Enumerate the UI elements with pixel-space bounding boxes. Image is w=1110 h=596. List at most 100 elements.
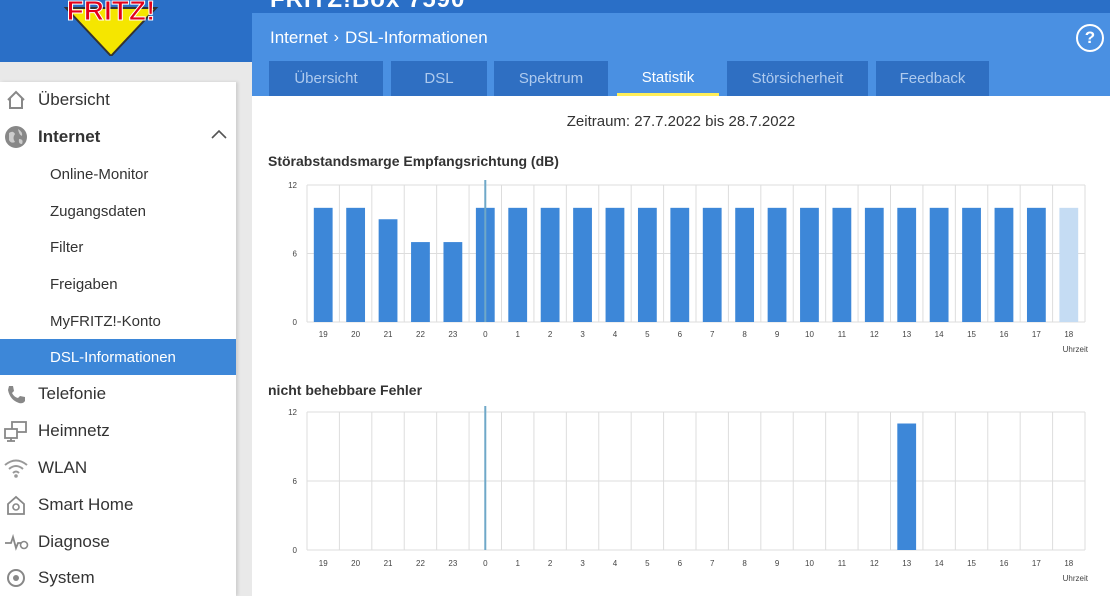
sidebar-item-smart-home[interactable]: Smart Home	[0, 491, 236, 519]
x-tick-label: 22	[416, 559, 425, 568]
tab-uebersicht[interactable]: Übersicht	[269, 61, 383, 96]
bar	[897, 207, 917, 322]
x-tick-label: 23	[448, 559, 457, 568]
bar	[508, 207, 528, 322]
x-tick-label: 0	[483, 330, 488, 339]
globe-icon	[2, 123, 30, 151]
sidebar-item-wlan[interactable]: WLAN	[0, 454, 236, 482]
x-tick-label: 17	[1032, 330, 1041, 339]
x-tick-label: 12	[870, 330, 879, 339]
network-icon	[2, 417, 30, 445]
sidebar-gap	[0, 62, 252, 82]
fritz-logo[interactable]: FRITZ!	[52, 0, 170, 56]
sidebar-subitem-dsl-informationen[interactable]: DSL-Informationen	[0, 339, 236, 375]
x-tick-label: 14	[935, 559, 944, 568]
sidebar-item-diagnose[interactable]: Diagnose	[0, 528, 236, 556]
bar	[313, 207, 333, 322]
x-tick-label: 10	[805, 559, 814, 568]
sidebar-shadow-area	[236, 62, 252, 596]
y-tick-label: 6	[293, 477, 298, 486]
sidebar-subitem-zugangsdaten[interactable]: Zugangsdaten	[0, 193, 236, 229]
bar	[573, 207, 592, 322]
x-tick-label: 1	[515, 559, 520, 568]
zeitraum-label: Zeitraum: 27.7.2022 bis 28.7.2022	[566, 113, 796, 130]
bar	[897, 423, 917, 550]
x-tick-label: 5	[645, 559, 650, 568]
bar	[767, 207, 787, 322]
x-tick-label: 15	[967, 559, 976, 568]
bar	[929, 207, 949, 322]
x-tick-label: 18	[1064, 330, 1073, 339]
x-tick-label: 21	[384, 330, 393, 339]
subitem-label: MyFRITZ!-Konto	[50, 312, 161, 330]
tab-feedback[interactable]: Feedback	[876, 61, 989, 96]
x-tick-label: 4	[613, 330, 618, 339]
sidebar-item-internet[interactable]: Internet	[0, 122, 236, 152]
sidebar-item-telefonie[interactable]: Telefonie	[0, 380, 236, 408]
bar	[800, 207, 819, 322]
breadcrumb-section[interactable]: Internet	[270, 28, 328, 47]
help-icon[interactable]: ?	[1076, 24, 1104, 52]
x-tick-label: 6	[678, 559, 683, 568]
x-tick-label: 14	[935, 330, 944, 339]
device-title: FRITZ!Box 7590	[270, 0, 465, 14]
sidebar-subitem-freigaben[interactable]: Freigaben	[0, 266, 236, 302]
x-tick-label: 17	[1032, 559, 1041, 568]
bar	[605, 207, 625, 322]
tab-statistik[interactable]: Statistik	[617, 61, 719, 96]
bar	[832, 207, 852, 322]
x-tick-label: 23	[448, 330, 457, 339]
x-tick-label: 2	[548, 559, 553, 568]
x-tick-label: 9	[775, 559, 780, 568]
bar	[1026, 207, 1046, 322]
x-tick-label: 21	[384, 559, 393, 568]
bar	[443, 242, 463, 322]
x-tick-label: 6	[678, 330, 683, 339]
sidebar-subitem-filter[interactable]: Filter	[0, 229, 236, 265]
x-tick-label: 8	[742, 330, 747, 339]
x-tick-label: 15	[967, 330, 976, 339]
top-bar	[252, 0, 1110, 13]
chart-title-snr: Störabstandsmarge Empfangsrichtung (dB)	[268, 153, 559, 169]
bar	[994, 207, 1014, 322]
sidebar-item-system[interactable]: System	[0, 564, 236, 592]
sidebar-item-label: Übersicht	[38, 90, 110, 109]
x-tick-label: 22	[416, 330, 425, 339]
subitem-label: Online-Monitor	[50, 165, 149, 183]
tab-stoersicherheit[interactable]: Störsicherheit	[727, 61, 868, 96]
sidebar-item-uebersicht[interactable]: Übersicht	[0, 86, 236, 114]
sidebar-item-label: WLAN	[38, 458, 88, 477]
subitem-label: Freigaben	[50, 275, 118, 293]
y-tick-label: 12	[288, 408, 297, 417]
sidebar-item-heimnetz[interactable]: Heimnetz	[0, 417, 236, 445]
sidebar-item-label: Heimnetz	[38, 421, 110, 440]
x-tick-label: 2	[548, 330, 553, 339]
x-tick-label: 7	[710, 330, 715, 339]
x-tick-label: 10	[805, 330, 814, 339]
tab-spektrum[interactable]: Spektrum	[494, 61, 608, 96]
breadcrumb-page: DSL-Informationen	[344, 28, 488, 47]
x-axis-label: Uhrzeit	[1063, 345, 1089, 354]
wifi-icon	[2, 454, 30, 482]
bar	[346, 207, 366, 322]
bar	[378, 219, 398, 322]
x-tick-label: 5	[645, 330, 650, 339]
x-tick-label: 7	[710, 559, 715, 568]
subitem-label: Filter	[50, 238, 84, 256]
chevron-up-icon[interactable]	[210, 126, 228, 149]
sidebar-subitem-online-monitor[interactable]: Online-Monitor	[0, 156, 236, 192]
x-tick-label: 12	[870, 559, 879, 568]
chevron-right-icon: ›	[333, 29, 339, 46]
x-tick-label: 0	[483, 559, 488, 568]
x-tick-label: 3	[580, 330, 585, 339]
x-tick-label: 20	[351, 330, 360, 339]
bar	[962, 207, 981, 322]
sidebar-subitem-myfritz-konto[interactable]: MyFRITZ!-Konto	[0, 303, 236, 339]
home-icon	[2, 86, 30, 114]
x-tick-label: 18	[1064, 559, 1073, 568]
tab-dsl[interactable]: DSL	[391, 61, 487, 96]
y-tick-label: 6	[293, 250, 298, 259]
x-tick-label: 20	[351, 559, 360, 568]
x-tick-label: 16	[1000, 330, 1009, 339]
